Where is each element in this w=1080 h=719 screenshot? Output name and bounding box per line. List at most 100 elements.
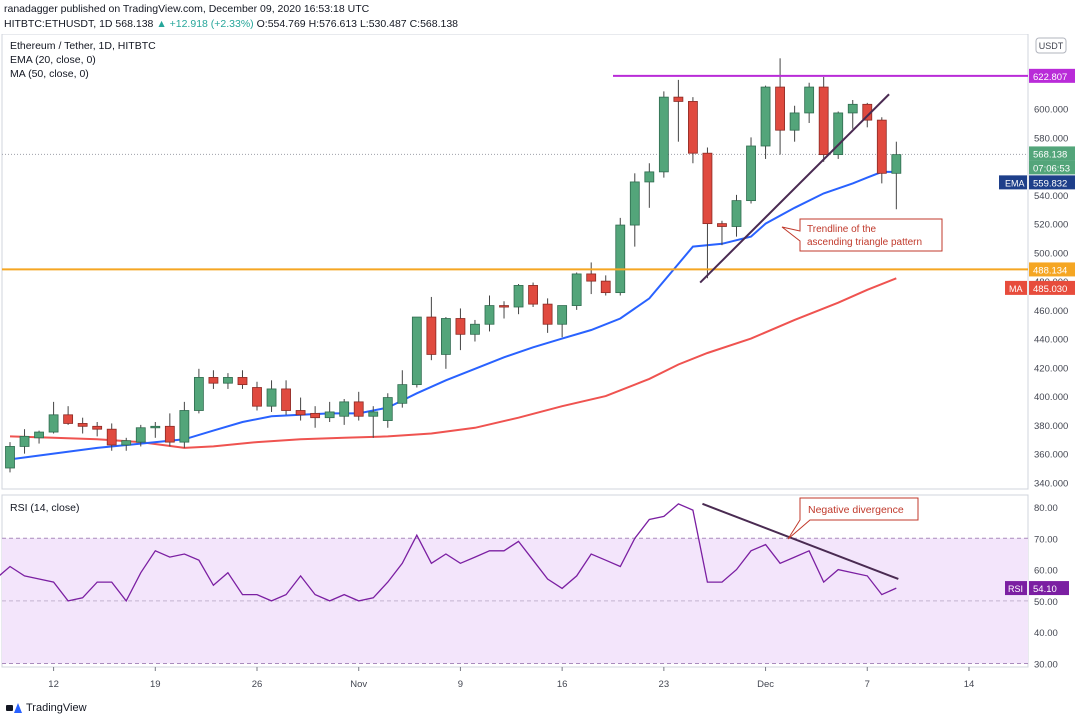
rsi-tick-label: 30.00	[1034, 660, 1058, 671]
tradingview-logo-icon	[6, 703, 22, 713]
rsi-line	[0, 503, 897, 603]
candle-body	[237, 377, 248, 386]
candle-body	[63, 414, 74, 424]
candle-body	[789, 112, 800, 131]
rsi-title: RSI (14, close)	[10, 502, 79, 514]
candle-body	[644, 171, 655, 183]
price-tick-label: 540.000	[1034, 191, 1068, 202]
x-tick-label: 9	[458, 679, 463, 690]
candle-body	[223, 377, 233, 384]
x-tick-label: Nov	[350, 679, 367, 690]
currency-badge	[1035, 37, 1067, 54]
ma-axis-tag: MA	[1009, 284, 1023, 294]
ema-price-label-bg	[1029, 175, 1075, 190]
x-tick-label: 23	[659, 679, 670, 690]
candle-body	[77, 423, 88, 427]
candle-body	[804, 86, 815, 114]
x-tick-label: 19	[150, 679, 161, 690]
candle-body	[688, 101, 698, 154]
divergence-callout-text: Negative divergence	[808, 504, 904, 516]
x-tick-label: Dec	[757, 679, 774, 690]
countdown-label-bg	[1029, 160, 1075, 175]
price-tick-label: 600.000	[1034, 105, 1068, 116]
candle-body	[528, 285, 538, 305]
candle-body	[760, 86, 771, 147]
candle-body	[164, 425, 175, 443]
price-tick-label: 520.000	[1034, 220, 1068, 231]
x-tick-label: 14	[964, 679, 975, 690]
price-tick-label: 460.000	[1034, 306, 1068, 317]
x-tick-label: 7	[865, 679, 870, 690]
candle-body	[499, 305, 509, 308]
candle-body	[542, 303, 553, 325]
chart-title: Ethereum / Tether, 1D, HITBTC	[10, 40, 156, 52]
price-tick-label: 500.000	[1034, 248, 1068, 259]
candle-body	[411, 316, 422, 386]
candle-body	[833, 112, 844, 156]
support-price-label: 488.134	[1033, 265, 1067, 276]
candle-body	[339, 401, 350, 417]
symbol-line: HITBTC:ETHUSDT, 1D 568.138 ▲ +12.918 (+2…	[4, 17, 458, 32]
candle-body	[513, 285, 524, 308]
candle-body	[121, 440, 132, 446]
divergence-callout-box	[787, 497, 919, 540]
trendline-callout-text-2: ascending triangle pattern	[807, 237, 922, 248]
candle-body	[891, 154, 902, 174]
candle-body	[310, 412, 321, 419]
candle-body	[295, 410, 306, 416]
candle-body	[324, 411, 335, 419]
support-price-label-bg	[1029, 262, 1075, 277]
candle-body	[368, 411, 379, 417]
ma-axis-tag-bg	[1005, 280, 1027, 295]
rsi-tick-label: 50.00	[1034, 597, 1058, 608]
candle-body	[208, 377, 219, 384]
ma-price-label: 485.030	[1033, 284, 1067, 295]
ohlc-values: O:554.769 H:576.613 L:530.487 C:568.138	[256, 18, 459, 30]
candle-body	[106, 428, 117, 446]
rsi-tick-label: 60.00	[1034, 566, 1058, 577]
divergence-line	[702, 502, 899, 580]
countdown-label: 07:06:53	[1033, 163, 1070, 174]
resistance-price-label-bg	[1029, 68, 1075, 83]
candle-body	[440, 318, 451, 355]
publisher-line: ranadagger published on TradingView.com,…	[4, 3, 370, 15]
ma-legend: MA (50, close, 0)	[10, 68, 89, 80]
chart-header: ranadagger published on TradingView.com,…	[4, 2, 458, 32]
rsi-tick-label: 80.00	[1034, 503, 1058, 514]
tradingview-brand: TradingView	[26, 702, 87, 714]
last-price-label: 568.138	[1033, 149, 1067, 160]
candle-body	[600, 280, 611, 294]
candle-body	[629, 181, 640, 226]
last-price-label-bg	[1029, 146, 1075, 161]
candle-body	[150, 425, 161, 429]
resistance-price-label: 622.807	[1033, 72, 1067, 83]
x-tick-label: 16	[557, 679, 568, 690]
candle-body	[673, 96, 684, 102]
candle-body	[252, 387, 262, 407]
candle-body	[818, 86, 829, 156]
rsi-axis-tag: RSI	[1008, 584, 1023, 594]
ema-legend: EMA (20, close, 0)	[10, 54, 96, 66]
candle-body	[658, 96, 669, 173]
candle-body	[266, 388, 277, 407]
candle-body	[484, 305, 495, 325]
price-tick-label: 400.000	[1034, 392, 1068, 403]
symbol-price: HITBTC:ETHUSDT, 1D 568.138	[4, 18, 154, 30]
price-tick-label: 340.000	[1034, 478, 1068, 489]
currency-label: USDT	[1039, 41, 1064, 51]
candle-body	[470, 323, 480, 335]
price-tick-label: 440.000	[1034, 335, 1068, 346]
candle-body	[455, 318, 466, 335]
price-chart[interactable]: 340.000 360.000 380.000 400.000 420.000 440.0…	[0, 34, 1080, 700]
trendline-callout-text: Trendline of the	[807, 224, 877, 235]
x-tick-label: 12	[48, 679, 59, 690]
candle-body	[717, 223, 727, 227]
price-tick-label: 360.000	[1034, 450, 1068, 461]
candle-body	[746, 145, 756, 202]
rsi-tick-label: 40.00	[1034, 628, 1058, 639]
candle-body	[557, 305, 568, 325]
rsi-tick-label: 70.00	[1034, 534, 1058, 545]
trendline-callout-box	[781, 218, 943, 252]
ascending-trendline	[699, 93, 890, 284]
candle-body	[571, 273, 582, 306]
